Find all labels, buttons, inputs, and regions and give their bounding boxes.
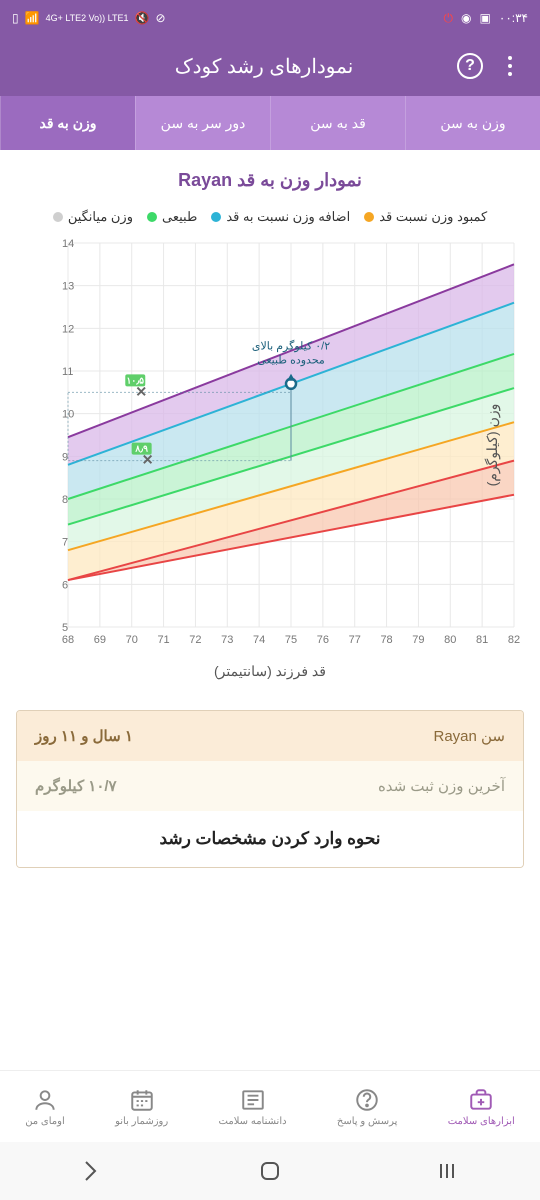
status-right: ۰۰:۳۴ ▣ ◉ ⏻: [444, 11, 528, 26]
status-icon-power: ⏻: [444, 11, 454, 26]
system-nav: [0, 1142, 540, 1200]
status-time: ۰۰:۳۴: [499, 11, 528, 25]
medkit-icon: [467, 1086, 495, 1114]
y-axis-label: وزن (کیلوگرم): [484, 404, 501, 487]
tab-weight-age[interactable]: وزن به سن: [405, 96, 540, 150]
help-icon[interactable]: ?: [456, 52, 484, 80]
nav-label: روزشمار بانو: [115, 1116, 168, 1127]
svg-text:7: 7: [62, 537, 68, 549]
nav-encyclopedia[interactable]: دانشنامه سلامت: [219, 1086, 287, 1127]
svg-text:۱۰٫۵: ۱۰٫۵: [127, 375, 145, 385]
info-weight-value: ۱۰/۷ کیلوگرم: [35, 777, 117, 795]
status-vpn-icon: ⊘: [155, 11, 165, 25]
info-age-label: سن Rayan: [433, 727, 505, 745]
info-row-age: سن Rayan ۱ سال و ۱۱ روز: [17, 711, 523, 761]
status-left: ⊘ 🔇 4G+ LTE2 Vo)) LTE1 📶 ▯: [12, 11, 166, 25]
status-bar: ۰۰:۳۴ ▣ ◉ ⏻ ⊘ 🔇 4G+ LTE2 Vo)) LTE1 📶 ▯: [0, 0, 540, 36]
legend-dot-icon: [53, 212, 63, 222]
page-title: نمودارهای رشد کودک: [72, 54, 456, 79]
svg-text:76: 76: [317, 634, 329, 646]
svg-text:79: 79: [412, 634, 424, 646]
status-mute-icon: 🔇: [135, 11, 150, 25]
svg-text:۸٫۹: ۸٫۹: [134, 444, 148, 454]
legend-dot-icon: [364, 212, 374, 222]
sys-home-button[interactable]: [250, 1151, 290, 1191]
chart-tabs: وزن به سن قد به سن دور سر به سن وزن به ق…: [0, 96, 540, 150]
svg-text:5: 5: [62, 622, 68, 634]
legend-label: اضافه وزن نسبت به قد: [226, 209, 350, 225]
nav-calendar[interactable]: روزشمار بانو: [115, 1086, 168, 1127]
legend-label: کمبود وزن نسبت قد: [379, 209, 487, 225]
chart-legend: کمبود وزن نسبت قد اضافه وزن نسبت به قد ط…: [16, 209, 524, 225]
sys-recent-button[interactable]: [430, 1151, 470, 1191]
svg-text:74: 74: [253, 634, 265, 646]
info-age-value: ۱ سال و ۱۱ روز: [35, 727, 133, 745]
question-icon: [353, 1086, 381, 1114]
legend-item: اضافه وزن نسبت به قد: [211, 209, 350, 225]
status-icon-person: ◉: [461, 11, 471, 25]
nav-qa[interactable]: پرسش و پاسخ: [337, 1086, 397, 1127]
info-row-weight: آخرین وزن ثبت شده ۱۰/۷ کیلوگرم: [17, 761, 523, 811]
legend-item: وزن میانگین: [53, 209, 133, 225]
status-battery-icon: ▯: [12, 11, 19, 25]
svg-text:81: 81: [476, 634, 488, 646]
chart-container: 5678910111213146869707172737475767778798…: [16, 235, 524, 655]
menu-dots-icon[interactable]: [496, 52, 524, 80]
header-actions: ?: [456, 52, 524, 80]
status-icon-gallery: ▣: [480, 11, 491, 25]
info-panel: سن Rayan ۱ سال و ۱۱ روز آخرین وزن ثبت شد…: [16, 710, 524, 868]
legend-dot-icon: [211, 212, 221, 222]
svg-text:77: 77: [349, 634, 361, 646]
svg-text:68: 68: [62, 634, 74, 646]
chart-title: نمودار وزن به قد Rayan: [16, 170, 524, 191]
app-header: ? نمودارهای رشد کودک: [0, 36, 540, 96]
growth-chart-svg: 5678910111213146869707172737475767778798…: [34, 235, 524, 655]
info-weight-label: آخرین وزن ثبت شده: [378, 777, 505, 795]
status-signal-icon: 📶: [25, 11, 40, 25]
svg-text:82: 82: [508, 634, 520, 646]
svg-text:8: 8: [62, 494, 68, 506]
nav-label: پرسش و پاسخ: [337, 1116, 397, 1127]
info-action-button[interactable]: نحوه وارد کردن مشخصات رشد: [17, 811, 523, 867]
svg-text:69: 69: [94, 634, 106, 646]
status-network: 4G+ LTE2 Vo)) LTE1: [46, 13, 129, 23]
nav-label: اومای من: [25, 1116, 65, 1127]
sys-back-button[interactable]: [70, 1151, 110, 1191]
svg-text:9: 9: [62, 451, 68, 463]
legend-item: طبیعی: [147, 209, 197, 225]
nav-profile[interactable]: اومای من: [25, 1086, 65, 1127]
bottom-nav: ابزارهای سلامت پرسش و پاسخ دانشنامه سلام…: [0, 1070, 540, 1142]
svg-text:71: 71: [157, 634, 169, 646]
legend-label: وزن میانگین: [68, 209, 133, 225]
tab-headcirc-age[interactable]: دور سر به سن: [135, 96, 270, 150]
legend-label: طبیعی: [162, 209, 197, 225]
tab-weight-height[interactable]: وزن به قد: [0, 96, 135, 150]
svg-text:75: 75: [285, 634, 297, 646]
svg-text:محدوده طبیعی: محدوده طبیعی: [257, 355, 325, 367]
calendar-icon: [128, 1086, 156, 1114]
legend-dot-icon: [147, 212, 157, 222]
tab-height-age[interactable]: قد به سن: [270, 96, 405, 150]
svg-text:72: 72: [189, 634, 201, 646]
x-axis-label: قد فرزند (سانتیمتر): [16, 663, 524, 680]
svg-text:80: 80: [444, 634, 456, 646]
nav-label: دانشنامه سلامت: [219, 1116, 287, 1127]
nav-health-tools[interactable]: ابزارهای سلامت: [448, 1086, 515, 1127]
svg-text:6: 6: [62, 579, 68, 591]
svg-text:78: 78: [380, 634, 392, 646]
legend-item: کمبود وزن نسبت قد: [364, 209, 487, 225]
chart-section: نمودار وزن به قد Rayan کمبود وزن نسبت قد…: [0, 150, 540, 680]
profile-icon: [31, 1086, 59, 1114]
svg-text:۰/۲ کیلوگرم بالای: ۰/۲ کیلوگرم بالای: [252, 340, 330, 353]
svg-text:70: 70: [126, 634, 138, 646]
news-icon: [239, 1086, 267, 1114]
nav-label: ابزارهای سلامت: [448, 1116, 515, 1127]
svg-text:73: 73: [221, 634, 233, 646]
